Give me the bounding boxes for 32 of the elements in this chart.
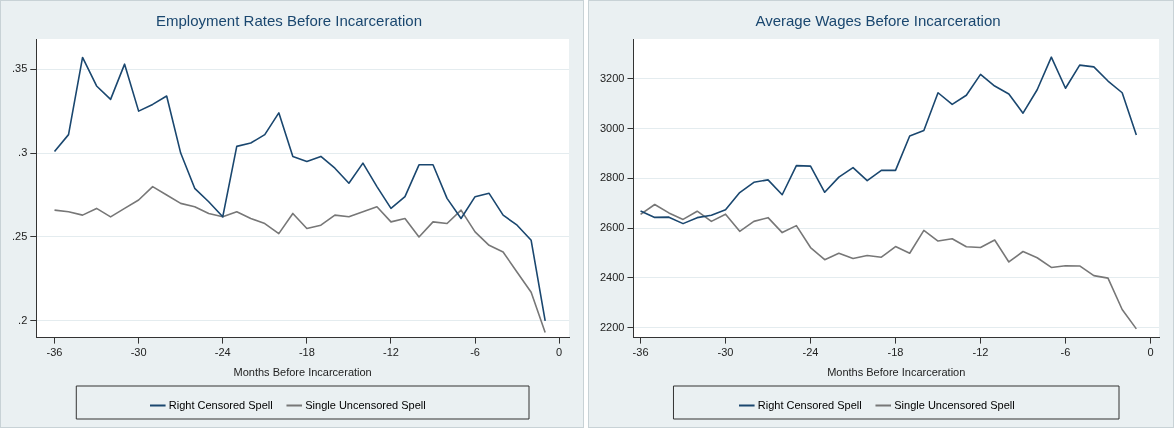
y-tick-label: 2800 bbox=[599, 171, 625, 184]
legend-label: Right Censored Spell bbox=[168, 398, 273, 411]
y-tick-label: 3200 bbox=[599, 71, 625, 84]
x-tick-label: -18 bbox=[887, 346, 904, 359]
x-tick-label: -24 bbox=[214, 346, 231, 359]
chart-title: Employment Rates Before Incarceration bbox=[156, 12, 422, 30]
x-tick-label: -24 bbox=[802, 346, 819, 359]
x-tick-label: -36 bbox=[632, 346, 649, 359]
x-tick-label: -36 bbox=[46, 346, 63, 359]
x-tick-label: 0 bbox=[1147, 346, 1154, 359]
x-tick-label: -6 bbox=[470, 346, 480, 359]
y-tick-label: .35 bbox=[11, 62, 28, 75]
legend-label: Right Censored Spell bbox=[757, 398, 862, 411]
x-tick-label: -30 bbox=[130, 346, 147, 359]
y-tick-label: .2 bbox=[18, 313, 28, 326]
y-tick-label: .3 bbox=[18, 146, 28, 159]
chart-title: Average Wages Before Incarceration bbox=[755, 12, 1001, 30]
x-tick-label: -18 bbox=[298, 346, 315, 359]
x-tick-label: 0 bbox=[556, 346, 563, 359]
y-tick-label: 2200 bbox=[599, 320, 625, 333]
legend-label: Single Uncensored Spell bbox=[894, 398, 1015, 411]
y-tick-label: 2600 bbox=[599, 221, 625, 234]
y-tick-label: 2400 bbox=[599, 270, 625, 283]
legend-label: Single Uncensored Spell bbox=[305, 398, 426, 411]
x-axis-title: Months Before Incarceration bbox=[827, 366, 966, 379]
y-tick-label: .25 bbox=[11, 229, 28, 242]
x-tick-label: -12 bbox=[972, 346, 989, 359]
x-tick-label: -12 bbox=[383, 346, 399, 359]
x-axis-title: Months Before Incarceration bbox=[233, 366, 372, 379]
y-tick-label: 3000 bbox=[599, 121, 625, 134]
x-tick-label: -30 bbox=[717, 346, 734, 359]
x-tick-label: -6 bbox=[1060, 346, 1071, 359]
